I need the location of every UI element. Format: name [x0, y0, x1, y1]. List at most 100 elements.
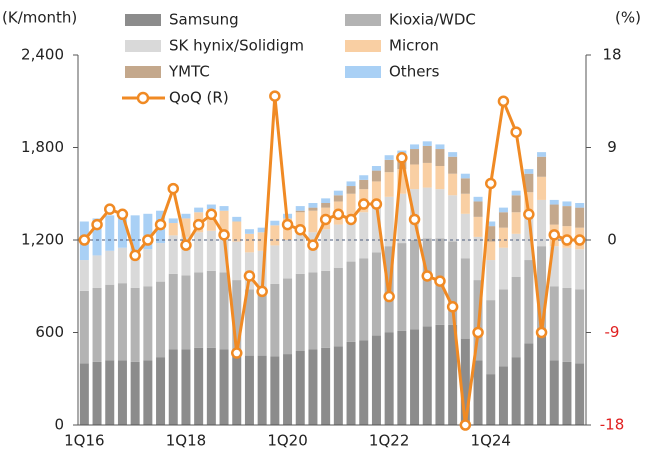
- bar-segment: [384, 196, 394, 247]
- qoq-marker: [358, 198, 370, 210]
- y2-tick-label: -18: [600, 416, 625, 434]
- bar-segment: [143, 249, 153, 287]
- bar-segment: [397, 193, 407, 244]
- qoq-marker: [523, 208, 535, 221]
- bar-segment: [524, 343, 534, 425]
- bar-segment: [79, 260, 89, 291]
- bar-segment: [168, 349, 178, 425]
- bar-segment: [79, 363, 89, 425]
- bar-segment: [130, 287, 140, 362]
- y2-tick-label: -9: [605, 323, 620, 341]
- bar-segment: [460, 338, 470, 425]
- bar-segment: [575, 203, 585, 208]
- bar-segment: [562, 201, 572, 207]
- bar-segment: [410, 164, 420, 190]
- bar-segment: [295, 212, 305, 234]
- bar-segment: [130, 252, 140, 288]
- bar-segment: [448, 152, 458, 157]
- bar-segment: [498, 212, 508, 228]
- bar-segment: [422, 187, 432, 239]
- bar-segment: [143, 286, 153, 361]
- bar-segment: [283, 278, 293, 355]
- bar-segment: [460, 173, 470, 179]
- bar-segment: [257, 287, 267, 356]
- y2-tick-label: 9: [607, 138, 617, 156]
- bar-segment: [473, 216, 483, 237]
- y2-axis-label: (%): [615, 9, 641, 27]
- bar-segment: [473, 196, 483, 202]
- bar-segment: [79, 290, 89, 364]
- bar-segment: [168, 235, 178, 274]
- x-tick-label: 1Q16: [64, 432, 104, 450]
- bar-segment: [219, 210, 229, 233]
- bar-segment: [321, 203, 331, 208]
- qoq-marker: [408, 213, 421, 226]
- bar-segment: [321, 229, 331, 271]
- bar-segment: [333, 346, 343, 425]
- qoq-marker: [142, 234, 154, 246]
- bar-segment: [143, 360, 153, 425]
- bar-segment: [308, 349, 318, 425]
- bar-segment: [384, 332, 394, 425]
- bar-segment: [181, 236, 191, 276]
- legend-swatch: [345, 40, 381, 52]
- bar-segment: [575, 363, 585, 425]
- qoq-marker: [154, 218, 167, 231]
- bar-segment: [308, 207, 318, 211]
- bar-segment: [105, 250, 115, 285]
- bar-segment: [295, 351, 305, 425]
- bar-segment: [371, 166, 381, 171]
- bar-segment: [511, 233, 521, 277]
- x-tick-label: 1Q22: [369, 432, 409, 450]
- bar-segment: [181, 275, 191, 350]
- qoq-marker: [129, 249, 141, 262]
- qoq-marker: [548, 229, 560, 241]
- legend-label: Micron: [389, 37, 439, 55]
- qoq-marker: [319, 213, 332, 226]
- bar-segment: [422, 326, 432, 425]
- bar-segment: [181, 349, 191, 425]
- bar-segment: [537, 199, 547, 247]
- qoq-marker: [561, 234, 573, 246]
- bar-segment: [232, 352, 242, 425]
- qoq-marker: [485, 177, 497, 190]
- y-tick-label: 0: [54, 416, 64, 434]
- bar-segment: [346, 186, 356, 194]
- bar-segment: [397, 243, 407, 331]
- x-tick-label: 1Q20: [267, 432, 307, 450]
- bar-segment: [156, 243, 166, 282]
- bar-segment: [232, 241, 242, 281]
- bar-segment: [219, 232, 229, 273]
- bar-segment: [498, 227, 508, 248]
- bar-segment: [232, 280, 242, 353]
- qoq-marker: [421, 270, 433, 282]
- bar-segment: [498, 366, 508, 425]
- bar-segment: [575, 249, 585, 290]
- qoq-marker: [472, 326, 484, 339]
- bar-segment: [549, 246, 559, 287]
- bar-segment: [460, 178, 470, 194]
- bar-segment: [422, 145, 432, 163]
- bar-segment: [117, 247, 127, 284]
- bar-segment: [333, 224, 343, 268]
- bar-segment: [333, 195, 343, 202]
- bar-segment: [384, 172, 394, 197]
- bar-segment: [117, 212, 127, 248]
- bar-segment: [143, 213, 153, 250]
- bar-segment: [244, 229, 254, 234]
- bar-segment: [105, 284, 115, 361]
- y-tick-label: 1,800: [21, 138, 64, 156]
- bar-segment: [371, 335, 381, 425]
- bar-segment: [562, 361, 572, 425]
- bar-segment: [511, 357, 521, 425]
- legend-label: YMTC: [168, 63, 210, 81]
- bar-segment: [270, 283, 280, 357]
- bar-segment: [511, 195, 521, 213]
- bar-segment: [460, 258, 470, 339]
- y2-tick-label: 0: [607, 231, 617, 249]
- bar-segment: [435, 149, 445, 166]
- bar-segment: [562, 287, 572, 362]
- bar-segment: [359, 212, 369, 259]
- bar-segment: [359, 340, 369, 425]
- y2-tick-label: 18: [602, 46, 621, 64]
